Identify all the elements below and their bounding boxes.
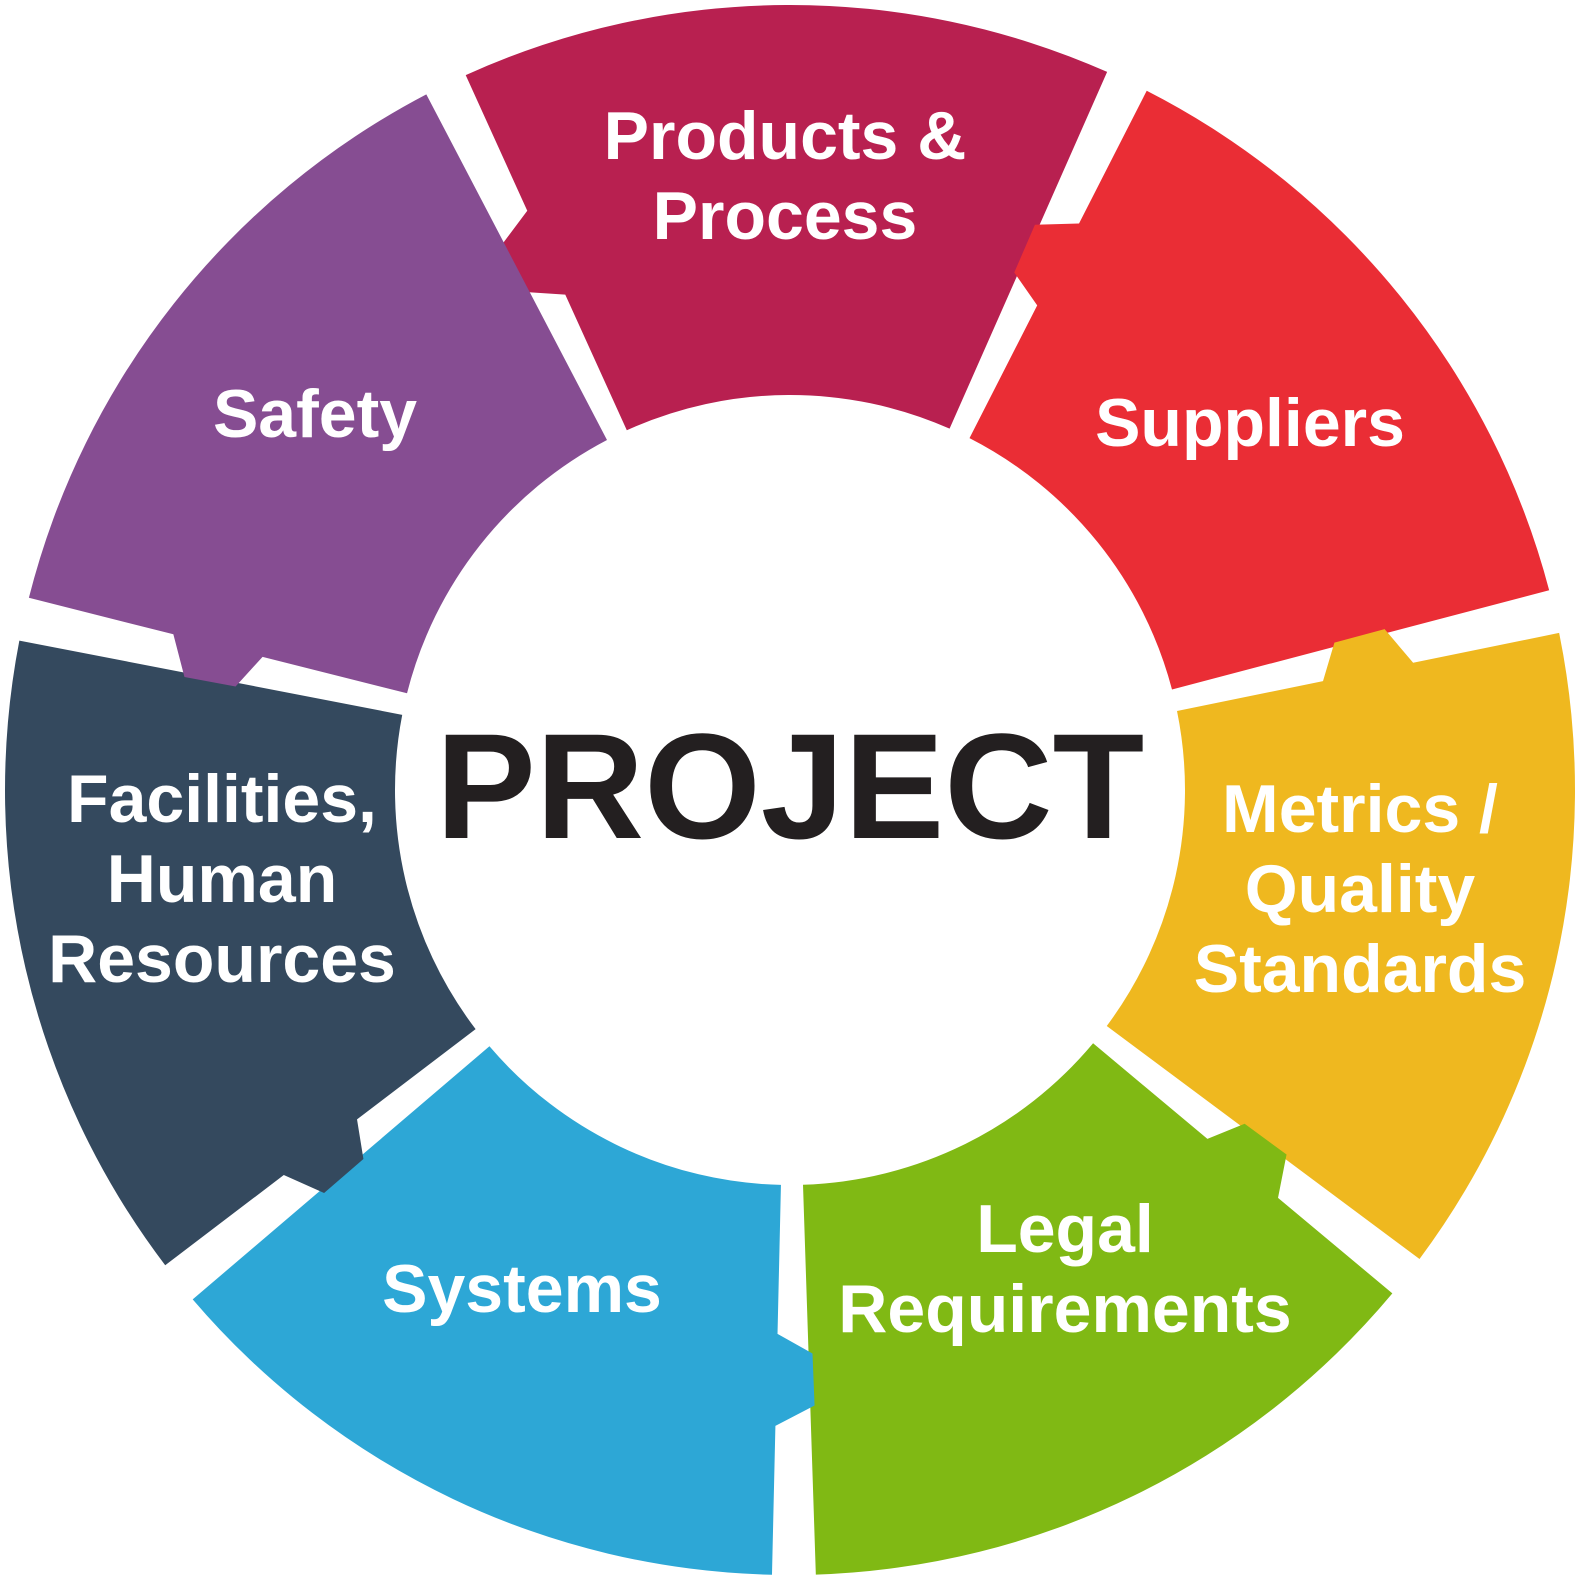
- segment-facilities-human-resources: [5, 640, 476, 1266]
- segment-metrics-quality-standards: [1106, 629, 1575, 1259]
- segment-systems: [192, 1046, 815, 1575]
- segment-suppliers: [969, 90, 1550, 690]
- segment-legal-requirements: [803, 1043, 1393, 1575]
- segment-label-legal-requirements: Legal Requirements: [838, 1191, 1291, 1347]
- segment-label-facilities-human-resources: Facilities, Human Resources: [48, 761, 396, 997]
- segment-label-safety: Safety: [213, 376, 417, 452]
- segment-label-line: Human: [107, 841, 337, 917]
- segment-label-line: Resources: [48, 921, 396, 997]
- segment-label-metrics-quality-standards: Metrics / Quality Standards: [1194, 771, 1527, 1007]
- segment-label-systems: Systems: [382, 1251, 662, 1327]
- segment-label-suppliers: Suppliers: [1095, 385, 1405, 461]
- segment-products-process: [465, 4, 1108, 431]
- segment-label-line: Requirements: [838, 1271, 1291, 1347]
- segment-label-line: Process: [653, 178, 918, 254]
- segment-label-line: Metrics /: [1222, 771, 1498, 847]
- segment-label-line: Safety: [213, 376, 417, 452]
- segment-label-line: Standards: [1194, 931, 1527, 1007]
- segment-label-line: Quality: [1245, 851, 1476, 927]
- segment-safety: [28, 94, 607, 694]
- center-title: PROJECT: [436, 702, 1144, 870]
- segment-label-line: Products &: [604, 98, 967, 174]
- segment-label-line: Facilities,: [67, 761, 377, 837]
- segment-label-line: Legal: [976, 1191, 1154, 1267]
- segment-label-products-process: Products & Process: [604, 98, 967, 254]
- segment-label-line: Suppliers: [1095, 385, 1405, 461]
- segment-label-line: Systems: [382, 1251, 662, 1327]
- segments-layer: Products & Process Suppliers Metrics / Quali…: [5, 4, 1575, 1575]
